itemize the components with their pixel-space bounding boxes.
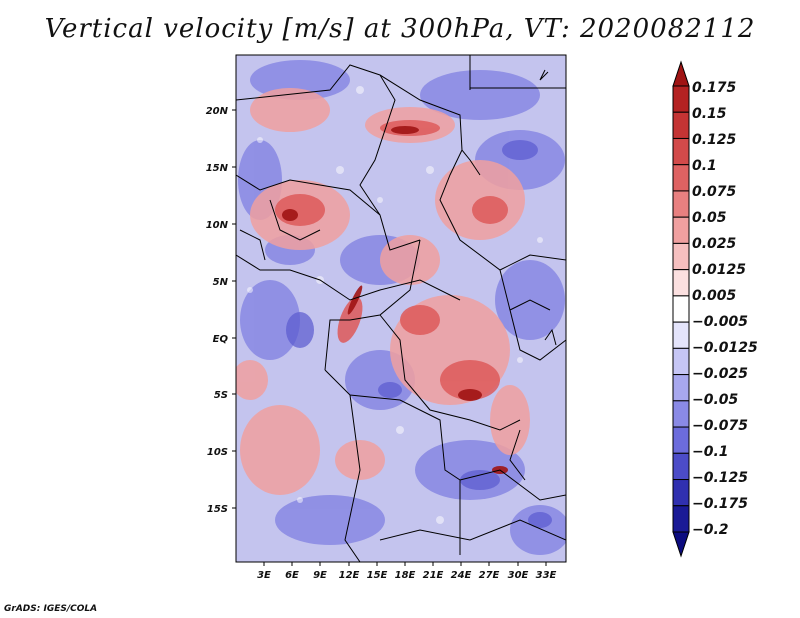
strong-negative-regions [286, 140, 552, 528]
map-frame [235, 54, 567, 563]
lon-label: 30E [508, 570, 529, 581]
colorbar-top-arrow [672, 60, 690, 87]
colorbar-label: −0.125 [692, 470, 749, 486]
lon-label: 18E [395, 570, 416, 581]
lat-label: 15N [206, 163, 229, 174]
country-boundaries [236, 55, 566, 562]
colorbar-label: −0.025 [692, 366, 749, 382]
lat-label: 10S [207, 447, 228, 458]
colorbar-segment [672, 164, 690, 192]
colorbar-segment [672, 400, 690, 428]
lon-label: 21E [423, 570, 444, 581]
lat-label: 20N [206, 106, 229, 117]
colorbar-label: −0.2 [692, 522, 729, 538]
colorbar-segment [672, 505, 690, 533]
colorbar-label: 0.175 [692, 80, 737, 96]
colorbar-label: 0.1 [692, 158, 717, 174]
colorbar [672, 60, 690, 558]
lon-labels: 3E 6E 9E 12E 15E 18E 21E 24E 27E 30E 33E [257, 570, 556, 581]
colorbar-bottom-arrow [672, 531, 690, 558]
colorbar-segment [672, 321, 690, 349]
footer-credit: GrADS: IGES/COLA [4, 604, 98, 614]
colorbar-label: 0.005 [692, 288, 737, 304]
lat-label: 5S [214, 390, 228, 401]
colorbar-segment [672, 347, 690, 376]
velocity-field [236, 55, 566, 562]
colorbar-label: 0.15 [692, 106, 727, 122]
lon-ticks [263, 562, 547, 566]
lat-label: 15S [207, 504, 228, 515]
colorbar-segment [672, 111, 690, 139]
lat-label: 5N [213, 277, 229, 288]
lat-label: 10N [206, 220, 229, 231]
colorbar-label: −0.175 [692, 496, 749, 512]
colorbar-segment [672, 452, 690, 481]
field-texture [247, 86, 543, 524]
colorbar-label: −0.075 [692, 418, 749, 434]
lon-label: 15E [367, 570, 388, 581]
extreme-positive-regions [282, 126, 508, 474]
colorbar-segment [672, 269, 690, 297]
lat-ticks [232, 109, 236, 509]
colorbar-segment [672, 479, 690, 507]
colorbar-segment [672, 295, 690, 323]
colorbar-segment [672, 216, 690, 244]
colorbar-label: 0.125 [692, 132, 737, 148]
lon-label: 33E [536, 570, 557, 581]
colorbar-label: −0.005 [692, 314, 749, 330]
map-title: Vertical velocity [m/s] at 300hPa, VT: 2… [44, 14, 756, 44]
colorbar-label: −0.1 [692, 444, 729, 460]
colorbar-segment [672, 242, 690, 271]
colorbar-label: −0.05 [692, 392, 739, 408]
lat-label: EQ [213, 334, 229, 345]
colorbar-label: 0.0125 [692, 262, 747, 278]
lon-label: 12E [339, 570, 360, 581]
colorbar-label: 0.075 [692, 184, 737, 200]
lon-label: 9E [313, 570, 327, 581]
colorbar-label: 0.05 [692, 210, 727, 226]
lat-labels: 20N 15N 10N 5N EQ 5S 10S 15S [206, 106, 229, 515]
lon-label: 3E [257, 570, 271, 581]
colorbar-segment [672, 190, 690, 218]
colorbar-segment [672, 85, 690, 113]
colorbar-label: 0.025 [692, 236, 737, 252]
colorbar-segment [672, 426, 690, 454]
lon-label: 27E [479, 570, 500, 581]
colorbar-segment [672, 137, 690, 166]
colorbar-segment [672, 374, 690, 402]
lon-label: 24E [451, 570, 472, 581]
lon-label: 6E [285, 570, 299, 581]
colorbar-label: −0.0125 [692, 340, 758, 356]
